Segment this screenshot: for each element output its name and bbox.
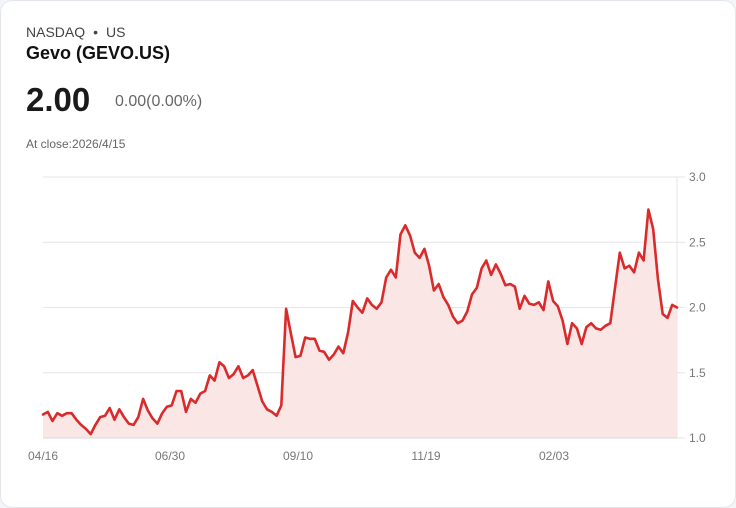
x-tick-label: 11/19 <box>411 449 440 463</box>
current-price: 2.00 <box>26 81 91 118</box>
exchange-label: NASDAQ <box>26 24 86 40</box>
y-tick-label: 1.5 <box>689 366 706 380</box>
x-tick-label: 09/10 <box>283 449 313 463</box>
price-change: 0.00(0.00%) <box>115 93 203 110</box>
exchange-info: NASDAQ • US <box>26 24 125 40</box>
close-timestamp: At close:2026/4/15 <box>26 137 126 151</box>
x-tick-label: 06/30 <box>155 449 185 463</box>
stock-title: Gevo (GEVO.US) <box>26 43 171 63</box>
y-tick-label: 1.0 <box>689 431 706 445</box>
y-tick-label: 2.0 <box>689 301 706 315</box>
x-tick-label: 04/16 <box>28 449 58 463</box>
separator-dot-icon: • <box>93 24 99 40</box>
price-line <box>41 208 679 436</box>
area-fill <box>43 209 677 438</box>
y-tick-label: 2.5 <box>689 235 706 249</box>
x-tick-label: 02/03 <box>539 449 569 463</box>
region-label: US <box>106 24 126 40</box>
y-tick-label: 3.0 <box>689 170 706 184</box>
